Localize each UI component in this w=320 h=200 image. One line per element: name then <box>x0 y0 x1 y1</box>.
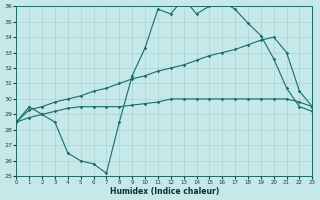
X-axis label: Humidex (Indice chaleur): Humidex (Indice chaleur) <box>110 187 219 196</box>
